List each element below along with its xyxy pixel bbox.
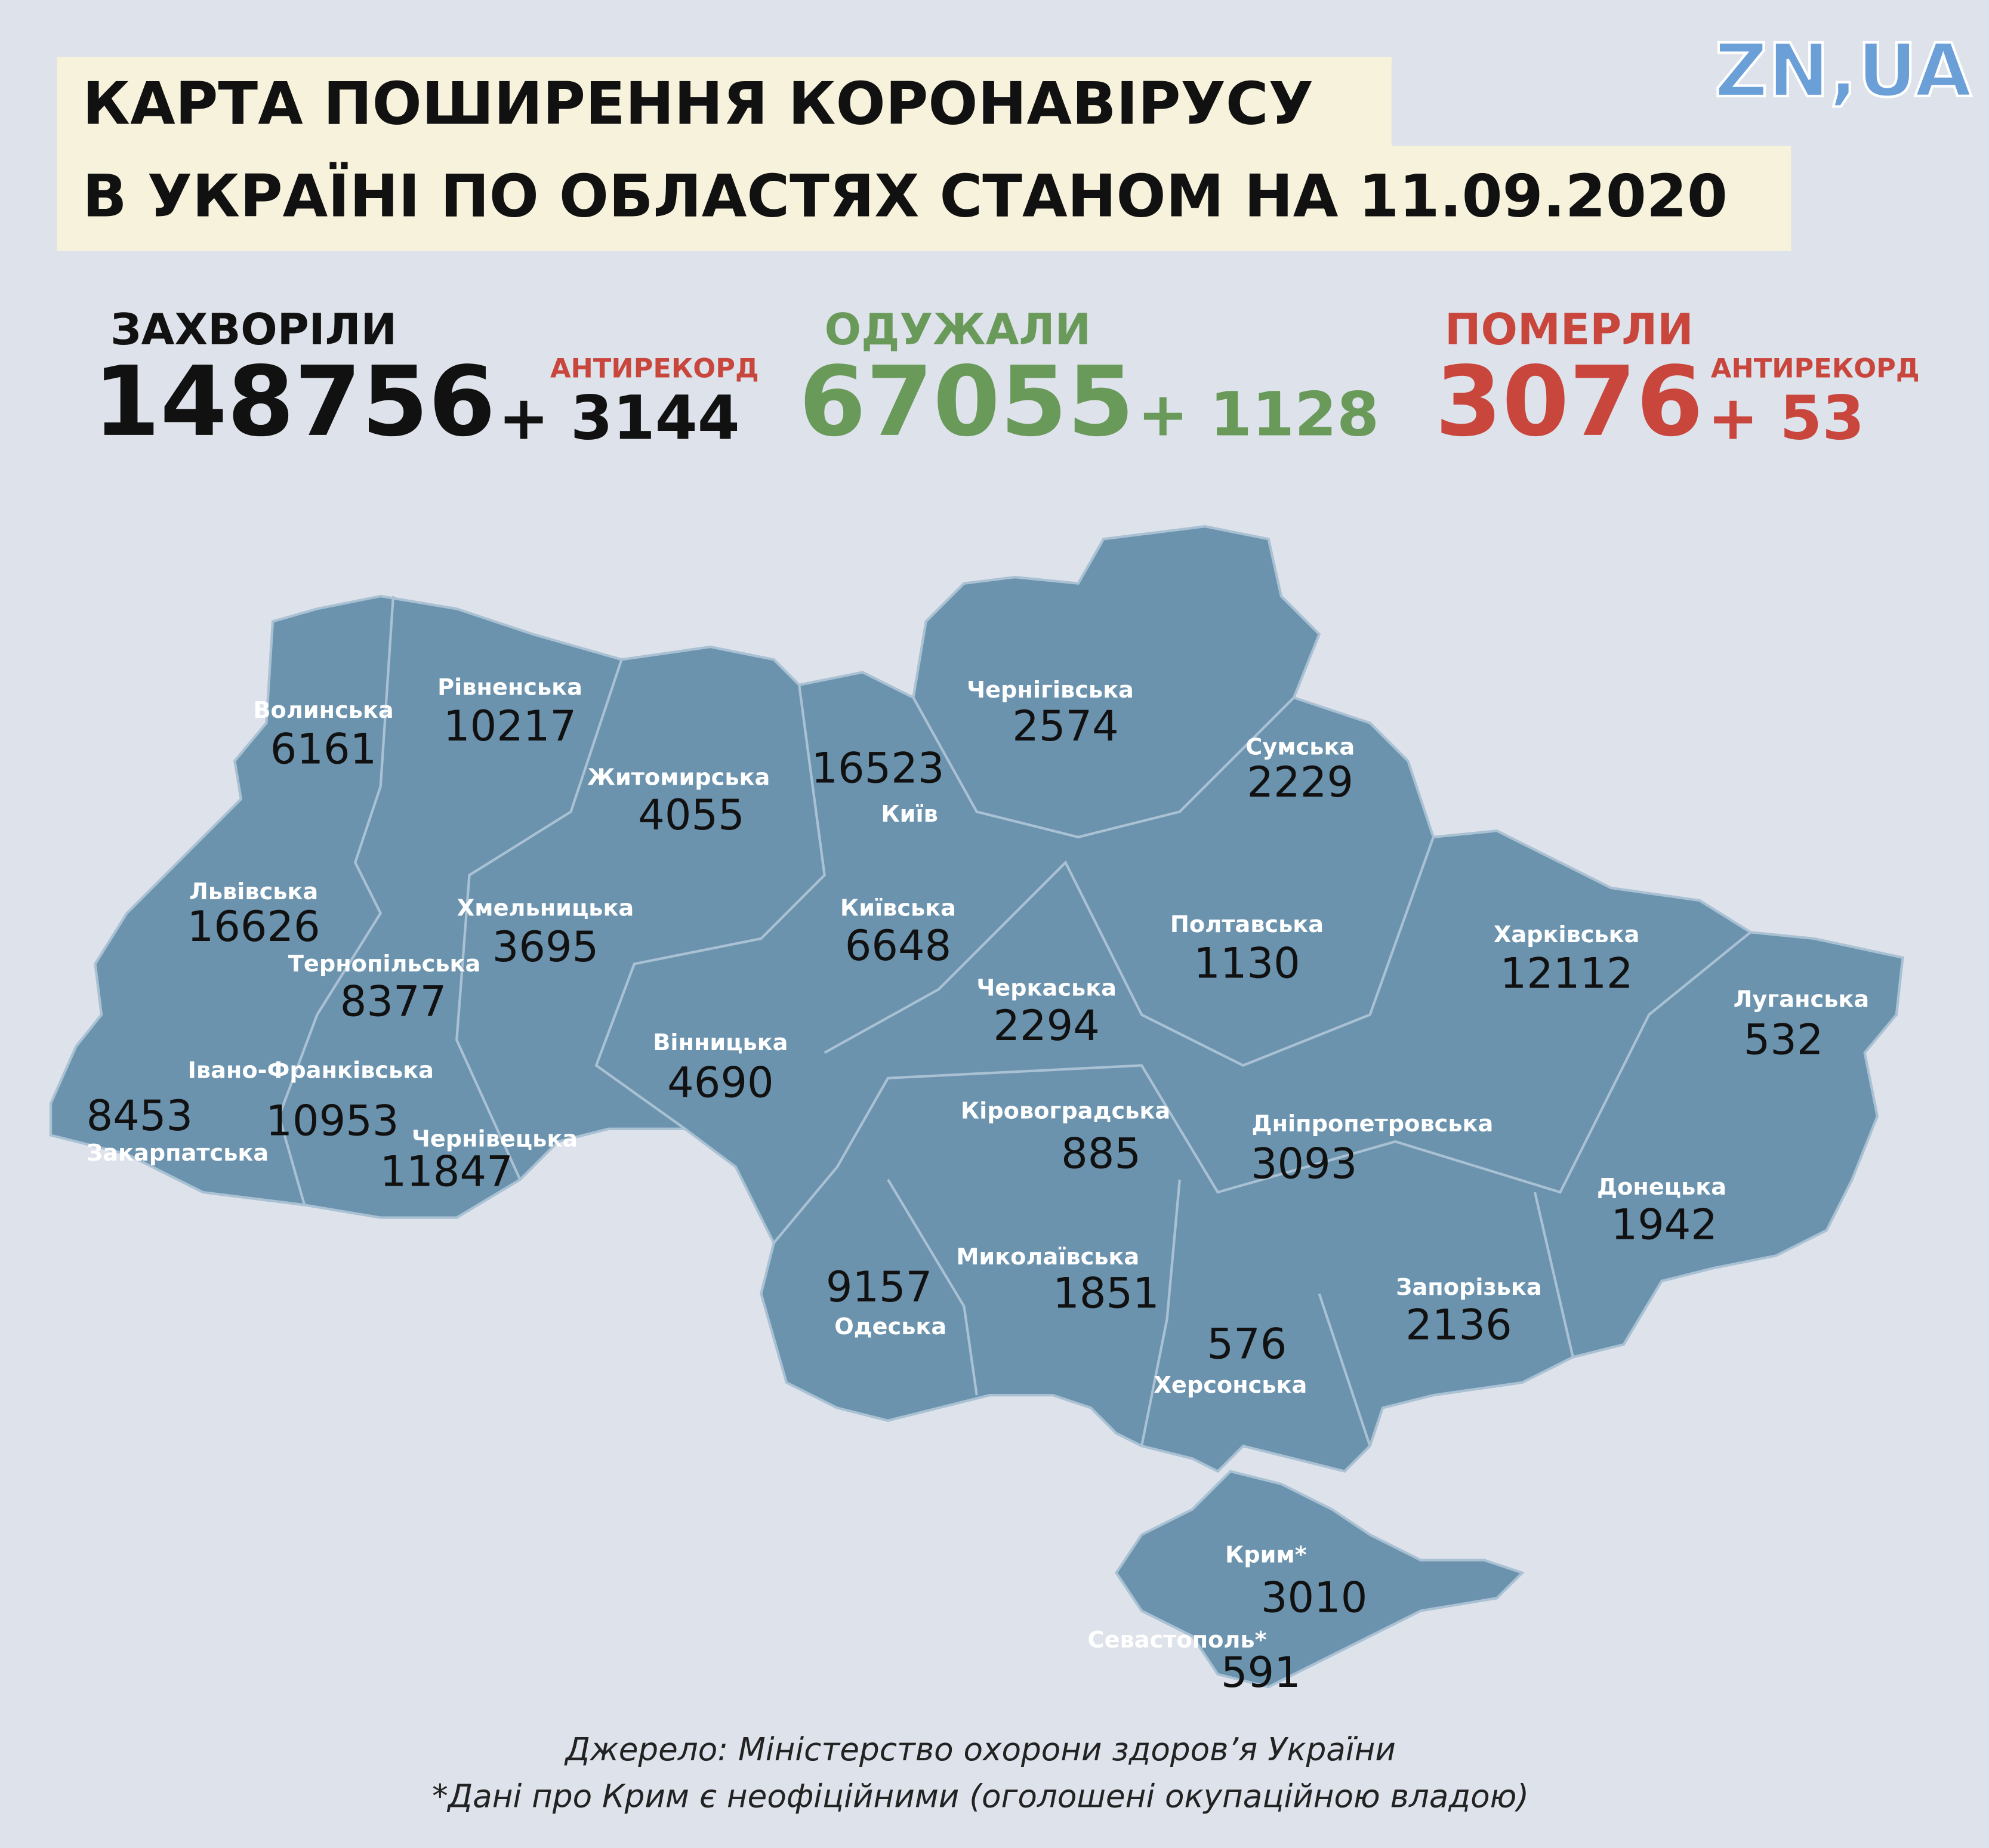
crimea <box>1115 1470 1525 1689</box>
border <box>773 931 1751 1244</box>
border <box>824 837 1435 1067</box>
region-name: Севастополь* <box>1088 1627 1267 1653</box>
region-name: Житомирська <box>587 764 770 791</box>
region-name: Запорізька <box>1396 1274 1541 1301</box>
region-borders <box>277 596 1751 1446</box>
logo: ZN,UA <box>1714 29 1972 114</box>
region-value: 885 <box>1061 1130 1141 1178</box>
region-name: Чернівецька <box>412 1125 578 1152</box>
stat-label: ОДУЖАЛИ <box>825 305 1091 355</box>
region-name: Тернопільська <box>288 951 481 977</box>
region-value: 6648 <box>845 921 951 970</box>
stat-note: АНТИРЕКОРД <box>1711 353 1920 384</box>
region-value: 1851 <box>1053 1269 1159 1318</box>
region-value: 532 <box>1744 1015 1824 1064</box>
region-name: Рівненська <box>437 674 582 701</box>
border <box>594 684 826 1130</box>
region-name: Київська <box>840 895 956 922</box>
region-name: Закарпатська <box>87 1140 269 1167</box>
stat-total: 3076 <box>1435 346 1704 458</box>
region-value: 11847 <box>380 1147 513 1196</box>
region-value: 16626 <box>187 902 320 951</box>
stat-note: АНТИРЕКОРД <box>550 353 759 384</box>
region-value: 3695 <box>492 923 599 971</box>
region-name: Чернігівська <box>967 677 1134 704</box>
region-value: 8377 <box>340 977 446 1026</box>
region-value: 4055 <box>638 791 744 840</box>
map <box>49 525 1904 1689</box>
stat-label: ЗАХВОРІЛИ <box>110 305 397 355</box>
region-name: Одеська <box>834 1313 946 1340</box>
region-name: Херсонська <box>1154 1372 1307 1399</box>
region-name: Львівська <box>189 878 318 905</box>
region-value: 2294 <box>993 1001 1099 1050</box>
mainland <box>49 525 1904 1473</box>
region-value: 2574 <box>1012 702 1118 751</box>
region-value: 6161 <box>270 725 377 774</box>
stat-label: ПОМЕРЛИ <box>1445 305 1694 355</box>
region-value: 2136 <box>1405 1301 1512 1350</box>
stat-total: 67055 <box>799 346 1134 458</box>
region-value: 4690 <box>667 1059 773 1107</box>
region-value: 2229 <box>1247 758 1353 807</box>
title-line: КАРТА ПОШИРЕННЯ КОРОНАВІРУСУ <box>82 70 1313 138</box>
region-value: 3093 <box>1251 1140 1357 1189</box>
region-name: Хмельницька <box>457 895 634 922</box>
region-value: 1130 <box>1194 939 1300 988</box>
stat-change: + 1128 <box>1137 379 1379 450</box>
region-value: 3010 <box>1261 1574 1367 1622</box>
region-name: Полтавська <box>1170 911 1324 938</box>
region-value: 10953 <box>266 1096 399 1145</box>
region-name: Дніпропетровська <box>1252 1110 1494 1137</box>
border <box>887 1178 1574 1446</box>
region-name: Київ <box>881 801 938 828</box>
region-value: 591 <box>1221 1648 1301 1697</box>
region-name: Черкаська <box>976 974 1117 1001</box>
region-name: Івано-Франківська <box>188 1057 434 1084</box>
region-name: Луганська <box>1734 986 1870 1013</box>
border <box>455 659 623 1180</box>
region-name: Харківська <box>1494 921 1640 948</box>
region-name: Кіровоградська <box>961 1098 1170 1125</box>
title-box <box>57 146 1791 251</box>
region-name: Миколаївська <box>956 1244 1139 1270</box>
region-value: 16523 <box>811 743 944 792</box>
region-name: Донецька <box>1597 1174 1726 1201</box>
title-box <box>57 57 1392 154</box>
region-value: 8453 <box>87 1091 193 1140</box>
stat-change: + 53 <box>1707 383 1864 454</box>
stat-change: + 3144 <box>498 383 740 454</box>
region-value: 1942 <box>1611 1201 1717 1250</box>
region-name: Сумська <box>1245 734 1355 761</box>
title-line: В УКРАЇНІ ПО ОБЛАСТЯХ СТАНОМ НА 11.09.20… <box>82 162 1728 231</box>
region-value: 576 <box>1207 1319 1287 1368</box>
region-value: 10217 <box>443 702 576 751</box>
border <box>277 596 395 1205</box>
region-name: Вінницька <box>653 1029 788 1056</box>
footnote: *Дані про Крим є неофіційними (оголошені… <box>432 1778 1529 1815</box>
source: Джерело: Міністерство охорони здоров’я У… <box>564 1731 1396 1768</box>
border <box>912 696 1295 839</box>
region-name: Волинська <box>253 697 393 724</box>
region-value: 9157 <box>826 1263 932 1312</box>
region-labels: Волинська6161Рівненська10217Житомирська4… <box>87 674 1870 1697</box>
region-value: 12112 <box>1500 949 1633 998</box>
region-name: Крим* <box>1225 1542 1307 1569</box>
stat-total: 148756 <box>93 346 495 458</box>
